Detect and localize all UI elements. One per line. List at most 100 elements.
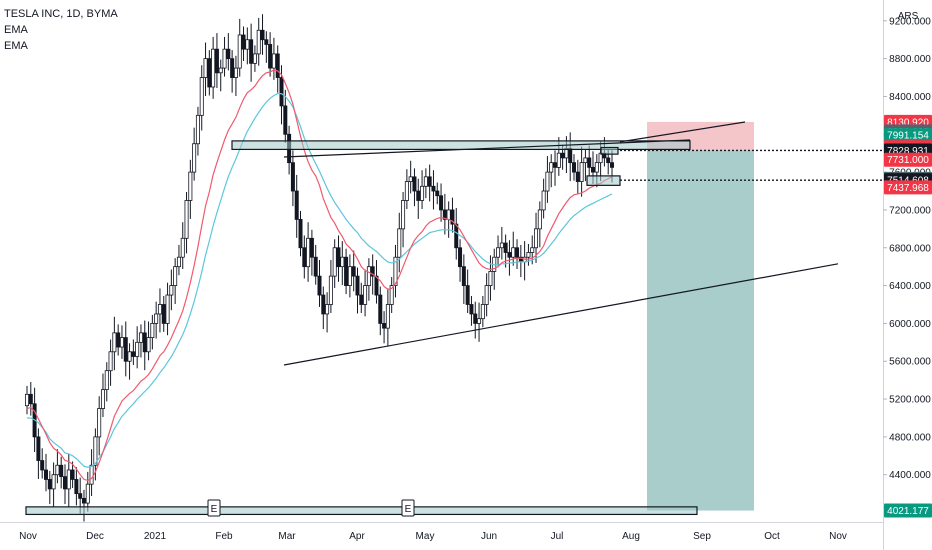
earnings-marker-label: E [211,504,218,515]
candle-body [150,323,155,338]
x-tick-label: Mar [278,531,296,542]
candle-body [142,332,147,353]
candle-body [70,469,75,480]
y-tick-label: 8800.000 [889,54,931,65]
candle-body [237,34,242,69]
candle-body [199,77,204,116]
price-badge: 7437.968 [884,180,932,195]
price-badge-label: 7437.968 [887,183,929,194]
candle-body [351,266,356,277]
candle-body [169,285,174,296]
candle-body [260,29,265,41]
candle-body [461,266,466,286]
candle-body [370,266,375,277]
candle-body [74,479,79,495]
candle-body [511,247,516,258]
earnings-marker: E [207,499,221,517]
candle-body [214,48,219,74]
candle-body [480,304,485,320]
candle-body [203,58,208,78]
x-tick-label: Sep [693,531,711,542]
candle-body [256,29,261,55]
x-tick-label: Oct [764,531,780,542]
candle-body [408,176,413,182]
candle-body [496,247,501,258]
candle-body [264,39,269,45]
candle-body [587,157,592,168]
candle-body [271,53,276,69]
candle-body [268,44,273,69]
y-tick-label: 8400.000 [889,92,931,103]
indicator-ema-1[interactable]: EMA [4,24,28,36]
candle-body [477,318,482,324]
candle-body [594,162,599,173]
price-badge-label: 7991.154 [887,131,929,142]
candle-body [313,256,318,277]
y-tick-label: 6800.000 [889,243,931,254]
y-tick-label: 4400.000 [889,470,931,481]
y-tick-label: 4800.000 [889,432,931,443]
candle-body [397,228,402,258]
candle-body [47,479,52,490]
candle-body [283,105,288,135]
candle-body [275,53,280,78]
candle-body [332,247,337,277]
x-tick-label: Jun [481,531,497,542]
candle-body [359,294,364,305]
candle-body [138,332,143,343]
x-tick-label: Feb [215,531,233,542]
candle-body [450,209,455,225]
x-tick-label: Nov [829,531,847,542]
candle-body [473,313,478,324]
candle-body [165,294,170,324]
symbol-title[interactable]: TESLA INC, 1D, BYMA [4,8,118,20]
candle-body [347,266,352,286]
zone-profit [647,150,754,511]
candle-body [545,171,550,192]
candle-body [503,242,508,253]
y-tick-label: 5200.000 [889,395,931,406]
chart-legend: TESLA INC, 1D, BYMA EMA EMA [4,6,118,54]
candle-body [157,304,162,315]
earnings-marker-box [401,499,415,517]
candle-body [119,337,124,348]
candle-body [431,185,436,192]
candle-body [245,39,250,50]
candle-body [123,337,128,362]
candle-body [340,256,345,268]
candle-body [530,247,535,253]
price-badge: 7991.154 [884,128,932,143]
candle-body [131,351,136,357]
y-tick-label: 7200.000 [889,205,931,216]
candle-body [176,256,181,268]
candle-body [420,185,425,201]
x-tick-label: Jul [551,531,564,542]
candle-body [249,39,254,64]
candle-body [526,252,531,258]
earnings-marker-box [207,499,221,517]
candle-body [161,304,166,324]
candle-body [572,162,577,173]
horizontal-zone-box [586,175,621,186]
candle-body [85,483,90,504]
indicator-ema-2[interactable]: EMA [4,40,28,52]
candle-body [404,181,409,201]
candle-body [112,332,117,353]
candle-body [465,285,470,305]
earnings-marker: E [401,499,415,517]
candle-body [537,209,542,230]
price-badge-bg [884,152,932,167]
earnings-marker-label: E [405,504,412,515]
candle-body [389,285,394,305]
candle-body [306,237,311,268]
ema-slow-line [27,92,613,468]
price-badge-bg [884,180,932,195]
candle-body [412,176,417,192]
candle-body [325,304,330,315]
ema-fast-line [26,69,613,482]
candle-body [454,223,459,249]
candle-body [401,200,406,230]
candle-body [374,275,379,296]
currency-label: ARS [898,11,919,22]
